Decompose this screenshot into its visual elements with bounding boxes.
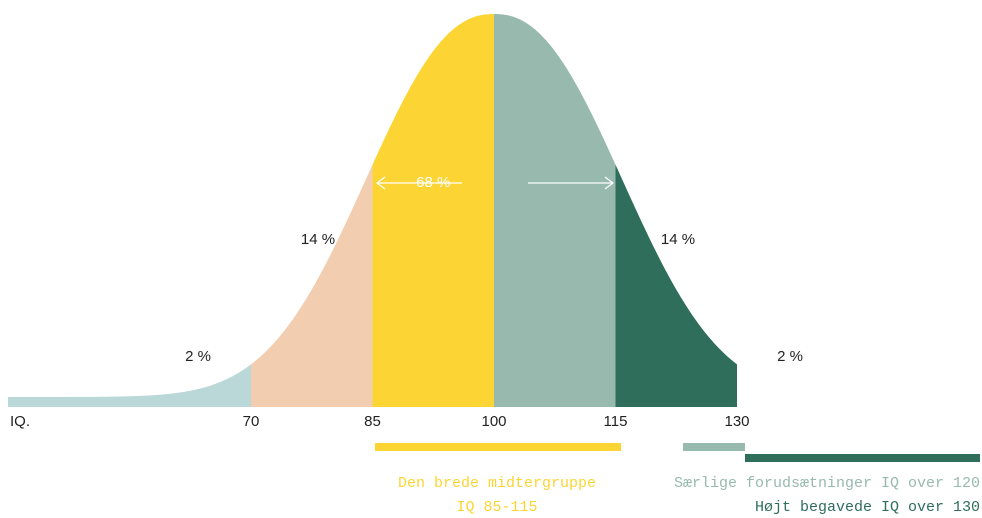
x-tick-label: 130 <box>724 413 749 430</box>
region <box>8 364 251 407</box>
region-label: 68 % <box>416 174 450 191</box>
legend-text: IQ 85-115 <box>456 499 537 516</box>
region-label: 2 % <box>185 348 211 365</box>
legend-text: Den brede midtergruppe <box>398 475 596 492</box>
areas <box>8 14 737 407</box>
x-tick-label: 100 <box>481 413 506 430</box>
legend-bar-special <box>683 443 745 451</box>
legend-text: Særlige forudsætninger IQ over 120 <box>674 475 980 492</box>
x-axis-label: IQ. <box>10 413 30 430</box>
region-label: 2 % <box>777 348 803 365</box>
legend-bar-middle <box>375 443 621 451</box>
x-tick-label: 115 <box>604 413 628 430</box>
x-tick-label: 70 <box>243 413 260 430</box>
x-tick-label: 85 <box>364 413 381 430</box>
legend-bar-gifted <box>745 454 980 462</box>
region <box>251 164 373 407</box>
region-label: 14 % <box>661 231 695 248</box>
region <box>372 14 494 407</box>
legend-text: Højt begavede IQ over 130 <box>755 499 980 516</box>
region <box>615 164 737 407</box>
region <box>494 14 616 407</box>
arrow-68 <box>376 176 614 190</box>
region-label: 14 % <box>301 231 335 248</box>
